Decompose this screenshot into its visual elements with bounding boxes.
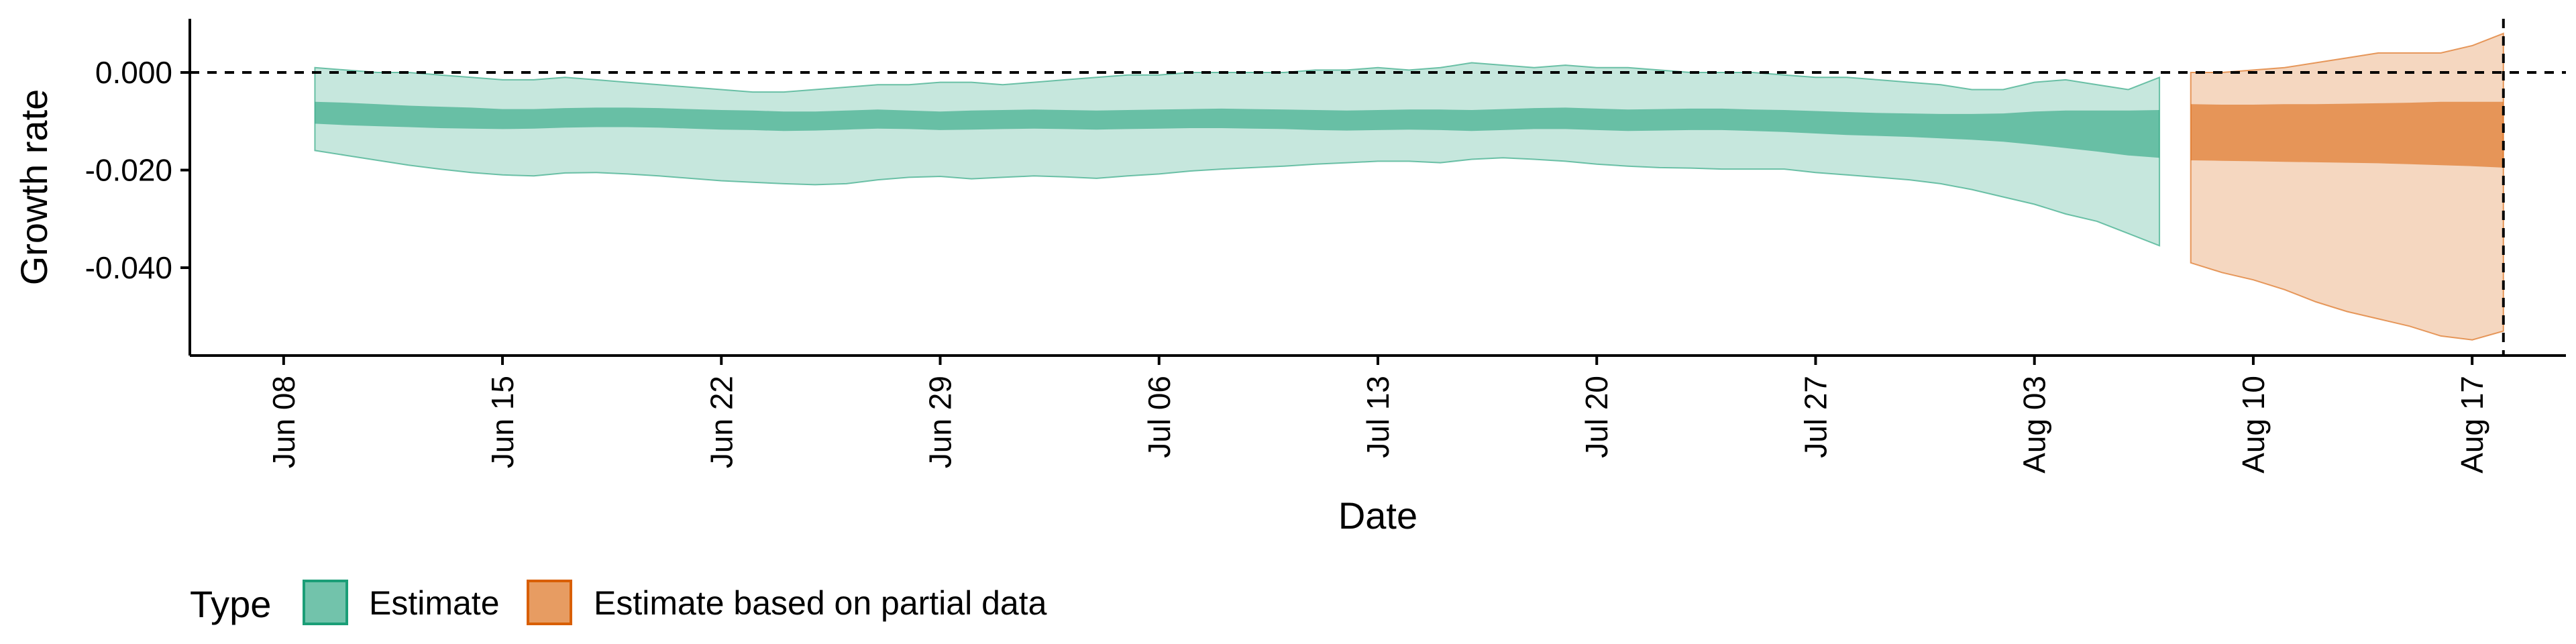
legend-label-partial-estimate: Estimate based on partial data bbox=[594, 584, 1047, 622]
y-ticks: 0.000 -0.020 -0.040 bbox=[85, 55, 190, 285]
y-axis-title: Growth rate bbox=[13, 89, 55, 286]
ribbon-layer bbox=[314, 32, 2504, 341]
legend-label-estimate: Estimate bbox=[369, 584, 500, 622]
series-1-inner-band bbox=[2190, 101, 2504, 168]
x-tick-label: Jun 29 bbox=[923, 376, 958, 468]
x-tick-label: Aug 17 bbox=[2455, 376, 2489, 474]
y-tick-label: -0.040 bbox=[85, 250, 172, 285]
legend-key-partial-estimate bbox=[527, 580, 572, 625]
x-tick-label: Aug 03 bbox=[2017, 376, 2052, 474]
y-tick-label: -0.020 bbox=[85, 153, 172, 188]
legend-key-estimate bbox=[303, 580, 348, 625]
x-tick-label: Aug 10 bbox=[2236, 376, 2271, 474]
series-0-outer-band bbox=[314, 62, 2161, 247]
x-ticks: Jun 08 Jun 15 Jun 22 Jun 29 Jul 06 Jul 13 Jul … bbox=[266, 356, 2489, 474]
x-tick-label: Jun 22 bbox=[704, 376, 739, 468]
x-tick-label: Jun 08 bbox=[266, 376, 301, 468]
x-tick-label: Jul 27 bbox=[1798, 376, 1833, 458]
x-axis-title: Date bbox=[1338, 494, 1417, 537]
x-tick-label: Jul 13 bbox=[1360, 376, 1395, 458]
legend: Type Estimate Estimate based on partial … bbox=[190, 580, 1047, 625]
series-0-inner-band bbox=[315, 101, 2160, 158]
x-tick-label: Jul 06 bbox=[1142, 376, 1177, 458]
series-1-outer-band bbox=[2190, 32, 2504, 341]
legend-title: Type bbox=[190, 583, 271, 625]
y-tick-label: 0.000 bbox=[95, 55, 172, 90]
x-tick-label: Jun 15 bbox=[485, 376, 520, 468]
x-tick-label: Jul 20 bbox=[1579, 376, 1614, 458]
